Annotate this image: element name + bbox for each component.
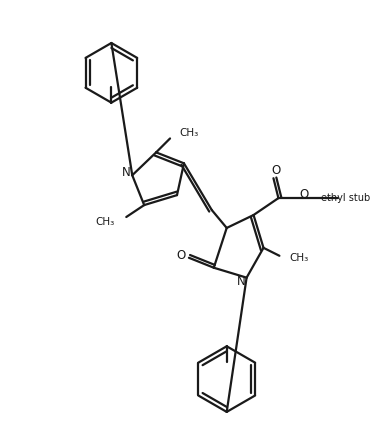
Text: CH₃: CH₃ xyxy=(290,253,309,263)
Text: O: O xyxy=(300,187,309,201)
Text: CH₃: CH₃ xyxy=(179,129,198,139)
Text: ethyl stub: ethyl stub xyxy=(321,193,371,203)
Text: N: N xyxy=(122,166,130,179)
Text: N: N xyxy=(237,275,246,288)
Text: O: O xyxy=(272,164,281,177)
Text: O: O xyxy=(176,249,186,262)
Text: CH₃: CH₃ xyxy=(95,217,114,227)
